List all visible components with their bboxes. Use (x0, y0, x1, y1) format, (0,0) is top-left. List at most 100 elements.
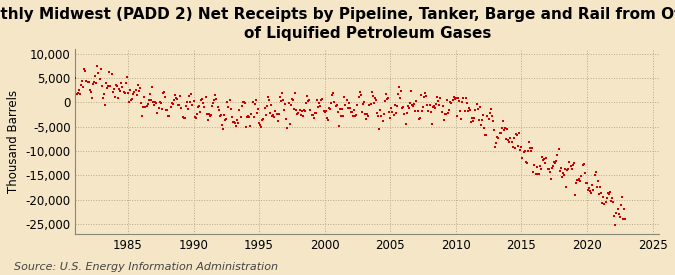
Point (545, 177, 556, 181)
Point (80, 69, 90, 73)
Point (150, 99, 161, 104)
Point (464, 106, 475, 110)
Point (346, 110, 356, 114)
Point (325, 107, 335, 111)
Point (588, 187, 599, 192)
Point (134, 89, 144, 94)
Point (250, 98, 261, 102)
Point (136, 100, 146, 105)
Point (254, 121, 265, 125)
Point (160, 95, 171, 100)
Point (480, 133, 491, 137)
Point (544, 169, 555, 174)
Point (173, 103, 184, 107)
Point (418, 105, 429, 109)
Point (78, 85, 88, 89)
Point (432, 95, 443, 99)
Point (445, 100, 456, 104)
Point (208, 101, 219, 105)
Point (470, 108, 481, 112)
Point (439, 112, 450, 116)
Point (542, 167, 553, 171)
Point (205, 114, 215, 119)
Point (211, 97, 222, 102)
Point (153, 106, 164, 110)
Point (74, 92, 85, 97)
Point (86, 96, 97, 100)
Point (579, 171, 590, 175)
Point (342, 106, 353, 110)
Point (318, 109, 329, 114)
Point (378, 112, 389, 116)
Point (259, 106, 270, 111)
Point (290, 91, 300, 95)
Point (517, 156, 528, 160)
Point (269, 115, 279, 119)
Point (601, 196, 612, 200)
Point (295, 112, 306, 117)
Point (268, 112, 279, 117)
Point (129, 90, 140, 95)
Point (536, 167, 547, 172)
Point (209, 98, 219, 102)
Point (521, 160, 532, 165)
Point (399, 112, 410, 116)
Point (482, 114, 493, 118)
Point (422, 103, 433, 108)
Point (272, 119, 283, 123)
Point (125, 88, 136, 93)
Point (327, 92, 338, 97)
Point (568, 161, 579, 165)
Point (94, 76, 105, 81)
Point (473, 118, 484, 122)
Point (212, 105, 223, 110)
Point (400, 122, 411, 126)
Point (257, 118, 268, 122)
Point (564, 160, 575, 164)
Point (481, 132, 492, 137)
Point (196, 98, 207, 103)
Point (265, 111, 275, 116)
Point (162, 108, 173, 112)
Title: Monthly Midwest (PADD 2) Net Receipts by Pipeline, Tanker, Barge and Rail from O: Monthly Midwest (PADD 2) Net Receipts by… (0, 7, 675, 40)
Point (437, 104, 448, 108)
Point (390, 111, 401, 116)
Point (316, 98, 327, 102)
Point (307, 112, 318, 117)
Point (367, 90, 377, 94)
Point (312, 97, 323, 102)
Point (317, 97, 328, 101)
Point (131, 93, 142, 98)
Point (97, 84, 107, 88)
Point (452, 96, 463, 100)
Point (551, 159, 562, 163)
Point (294, 108, 305, 112)
Point (537, 155, 547, 160)
Point (575, 179, 586, 183)
Point (210, 93, 221, 97)
Point (503, 138, 514, 142)
Point (381, 92, 392, 96)
Point (377, 119, 388, 123)
Point (249, 101, 260, 106)
Point (238, 100, 249, 104)
Point (580, 181, 591, 186)
Point (596, 191, 607, 196)
Point (111, 83, 122, 87)
Point (132, 83, 143, 87)
Point (88, 79, 99, 84)
Point (284, 122, 295, 126)
Point (335, 107, 346, 111)
Point (498, 128, 509, 132)
Point (141, 104, 152, 108)
Point (159, 90, 169, 94)
Point (608, 200, 618, 205)
Point (381, 97, 392, 101)
Point (72, 91, 83, 95)
Point (178, 116, 189, 120)
Point (185, 100, 196, 105)
Point (457, 100, 468, 104)
Point (500, 126, 510, 130)
Point (358, 101, 369, 106)
Point (477, 118, 487, 122)
